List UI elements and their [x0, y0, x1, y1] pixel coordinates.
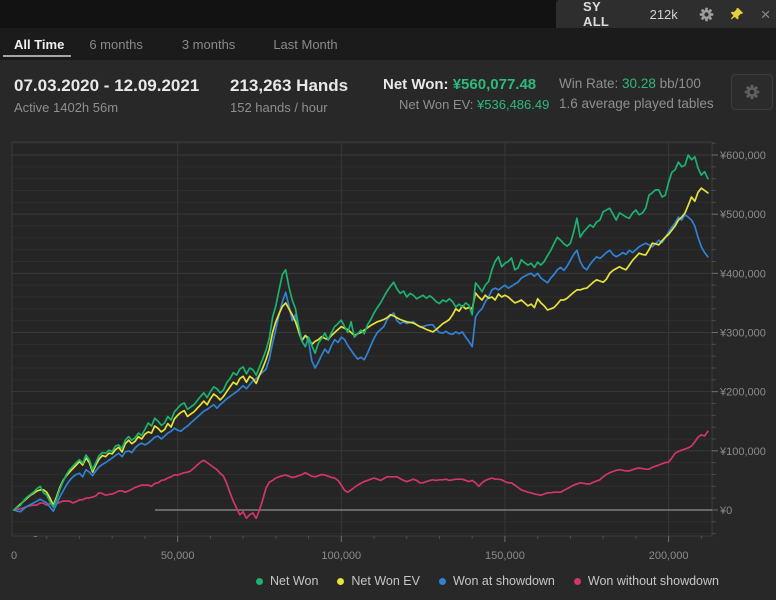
plot-area — [12, 142, 712, 536]
net-won-ev-dot-icon — [337, 577, 345, 585]
hands-block: 213,263 Hands 152 hands / hour — [230, 76, 348, 115]
won-without-showdown-dot-icon — [573, 577, 581, 585]
active-time: Active 1402h 56m — [14, 100, 119, 115]
legend-item-net-won[interactable]: Net Won — [256, 574, 318, 588]
tab-label: 6 months — [89, 36, 143, 52]
y-axis-label: ¥200,000 — [719, 387, 766, 399]
net-won-value: ¥560,077.48 — [452, 76, 537, 93]
tab-label: Last Month — [273, 36, 338, 52]
tab-label: All Time — [14, 36, 65, 52]
win-rate-block: Win Rate: 30.28 bb/100 1.6 average playe… — [559, 76, 714, 111]
legend-label: Won at showdown — [452, 574, 555, 588]
y-axis-label: ¥600,000 — [719, 150, 766, 162]
legend-label: Net Won EV — [351, 574, 420, 588]
tab-last-month[interactable]: Last Month — [273, 28, 337, 60]
x-axis-label: 50,000 — [161, 550, 195, 562]
period-tabbar: All Time 6 months 3 months Last Month — [0, 28, 776, 60]
tab-6-months[interactable]: 6 months — [89, 28, 142, 60]
legend-item-won-at-showdown[interactable]: Won at showdown — [438, 574, 555, 588]
pin-icon[interactable] — [727, 3, 748, 25]
net-won-dot-icon — [256, 577, 263, 585]
stats-header: 07.03.2020 - 12.09.2021 Active 1402h 56m… — [0, 60, 776, 130]
legend-label: Net Won — [270, 574, 319, 588]
graph-legend: Net Won Net Won EV Won at showdown Won w… — [0, 569, 776, 593]
series-line-won-at-showdown — [13, 213, 709, 513]
tab-3-months[interactable]: 3 months — [182, 28, 235, 60]
x-axis-label: 100,000 — [321, 550, 361, 562]
series-line-won-without-showdown — [13, 430, 709, 520]
titlebar-pane: SY ALL 212k × — [556, 0, 776, 29]
plot-border — [11, 141, 713, 537]
pane-title: SY ALL — [583, 0, 610, 29]
net-won-ev-line: Net Won EV: ¥536,486.49 — [399, 97, 549, 112]
series-line-net-won — [13, 154, 709, 511]
net-won-block: Net Won: ¥560,077.48 Net Won EV: ¥536,48… — [383, 76, 549, 112]
close-icon[interactable]: × — [760, 4, 771, 24]
legend-label: Won without showdown — [587, 574, 719, 588]
graph-settings-button[interactable] — [731, 74, 773, 110]
net-won-ev-label: Net Won EV: — [399, 97, 474, 112]
net-won-ev-value: ¥536,486.49 — [477, 97, 550, 112]
win-rate-unit: bb/100 — [659, 76, 701, 91]
y-axis-label: ¥0 — [719, 505, 732, 517]
net-won-label: Net Won: — [383, 76, 449, 93]
x-axis-label: 200,000 — [649, 550, 689, 562]
legend-item-won-without-showdown[interactable]: Won without showdown — [573, 574, 719, 588]
winnings-graph[interactable]: ¥0 ¥100,000 ¥200,000 ¥300,000 ¥400,000 ¥500,0… — [0, 130, 776, 562]
net-won-line: Net Won: ¥560,077.48 — [383, 76, 549, 93]
tab-all-time[interactable]: All Time — [2, 28, 72, 60]
win-rate-label: Win Rate: — [559, 76, 619, 91]
avg-tables: 1.6 average played tables — [559, 96, 714, 111]
win-rate-line: Win Rate: 30.28 bb/100 — [559, 76, 714, 91]
hands-total: 213,263 Hands — [230, 76, 349, 95]
legend-item-net-won-ev[interactable]: Net Won EV — [337, 574, 420, 588]
win-rate-value: 30.28 — [622, 76, 656, 91]
date-range: 07.03.2020 - 12.09.2021 — [14, 76, 200, 95]
tab-label: 3 months — [181, 36, 236, 52]
y-axis-label: ¥400,000 — [719, 268, 766, 280]
date-range-block: 07.03.2020 - 12.09.2021 Active 1402h 56m — [14, 76, 199, 115]
x-axis-label: 0 — [11, 550, 17, 562]
settings-gear-icon[interactable] — [696, 3, 717, 25]
titlebar: SY ALL 212k × — [0, 0, 776, 29]
series-line-net-won-ev — [13, 187, 709, 511]
y-axis-label: ¥100,000 — [719, 446, 766, 458]
won-at-showdown-dot-icon — [438, 577, 446, 585]
hands-count-badge: 212k — [649, 6, 678, 22]
hands-per-hour: 152 hands / hour — [230, 100, 328, 115]
y-axis-label: ¥300,000 — [719, 327, 766, 339]
x-axis-label: 150,000 — [485, 550, 525, 562]
y-axis-label: ¥500,000 — [719, 209, 766, 221]
